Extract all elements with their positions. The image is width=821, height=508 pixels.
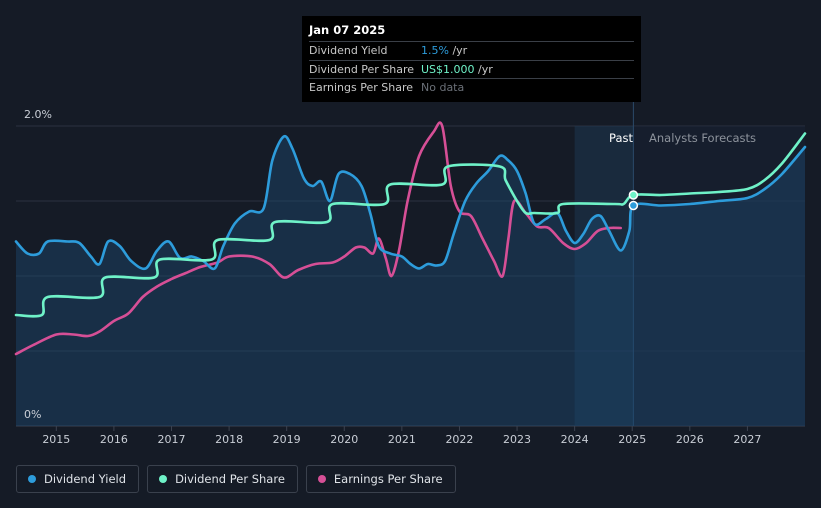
x-tick-label: 2016	[100, 433, 128, 446]
legend-dot-icon	[159, 475, 168, 483]
past-label: Past	[609, 131, 633, 145]
legend-dividend-per-share[interactable]: Dividend Per Share	[147, 465, 298, 493]
x-tick-label: 2027	[733, 433, 761, 446]
tooltip-value: US$1.000 /yr	[421, 62, 493, 76]
dividend-yield-area	[16, 136, 805, 426]
x-tick-label: 2025	[618, 433, 646, 446]
legend-dot-icon	[28, 475, 36, 483]
x-axis: 2015 2016 2017 2018 2019 2020 2021 2022 2023 2024…	[42, 426, 761, 446]
tooltip-row-dividend-yield: Dividend Yield 1.5% /yr	[309, 42, 634, 61]
y-tick-label: 2.0%	[24, 108, 52, 121]
x-tick-label: 2018	[215, 433, 243, 446]
legend-label: Dividend Per Share	[175, 472, 285, 486]
tooltip-label: Dividend Per Share	[309, 62, 415, 76]
x-tick-label: 2022	[445, 433, 473, 446]
legend-dot-icon	[317, 475, 326, 483]
dividend-per-share-marker	[628, 190, 639, 200]
legend-earnings-per-share[interactable]: Earnings Per Share	[305, 465, 456, 493]
legend: Dividend Yield Dividend Per Share Earnin…	[16, 465, 456, 493]
current-markers	[628, 190, 639, 211]
x-tick-label: 2019	[273, 433, 301, 446]
highlight-band	[574, 126, 634, 426]
tooltip-date: Jan 07 2025	[309, 22, 634, 42]
forecast-label: Analysts Forecasts	[649, 131, 756, 145]
dividend-yield-line	[14, 134, 807, 271]
x-tick-label: 2024	[561, 433, 589, 446]
series-lines	[14, 121, 807, 356]
x-tick-label: 2026	[676, 433, 704, 446]
tooltip-label: Earnings Per Share	[309, 81, 414, 95]
x-tick-label: 2021	[388, 433, 416, 446]
y-tick-label: 0%	[24, 408, 41, 421]
forecast-band	[633, 126, 805, 426]
tooltip-row-earnings-per-share: Earnings Per Share No data	[309, 79, 634, 97]
x-tick-label: 2017	[157, 433, 185, 446]
series-areas	[16, 136, 805, 426]
legend-label: Dividend Yield	[44, 472, 127, 486]
x-tick-label: 2023	[503, 433, 531, 446]
legend-label: Earnings Per Share	[333, 472, 443, 486]
legend-dividend-yield[interactable]: Dividend Yield	[16, 465, 140, 493]
tooltip-value: No data	[421, 81, 465, 95]
tooltip-label: Dividend Yield	[309, 44, 388, 58]
tooltip-row-dividend-per-share: Dividend Per Share US$1.000 /yr	[309, 61, 634, 79]
tooltip-value: 1.5% /yr	[421, 44, 468, 58]
tooltip: Jan 07 2025 Dividend Yield 1.5% /yr Divi…	[302, 16, 641, 102]
x-tick-label: 2020	[330, 433, 358, 446]
dividend-yield-marker	[628, 200, 639, 211]
y-axis-labels: 2.0% 0%	[24, 108, 52, 421]
x-tick-label: 2015	[42, 433, 70, 446]
dividend-per-share-line	[14, 132, 807, 318]
